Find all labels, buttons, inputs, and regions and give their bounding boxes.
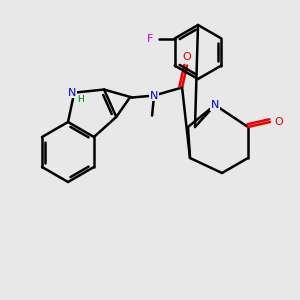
Text: O: O xyxy=(274,117,284,127)
Text: N: N xyxy=(211,100,219,110)
Text: F: F xyxy=(146,34,153,44)
Text: O: O xyxy=(183,52,191,61)
Text: H: H xyxy=(77,95,84,104)
Text: N: N xyxy=(68,88,76,98)
Text: N: N xyxy=(150,91,158,100)
